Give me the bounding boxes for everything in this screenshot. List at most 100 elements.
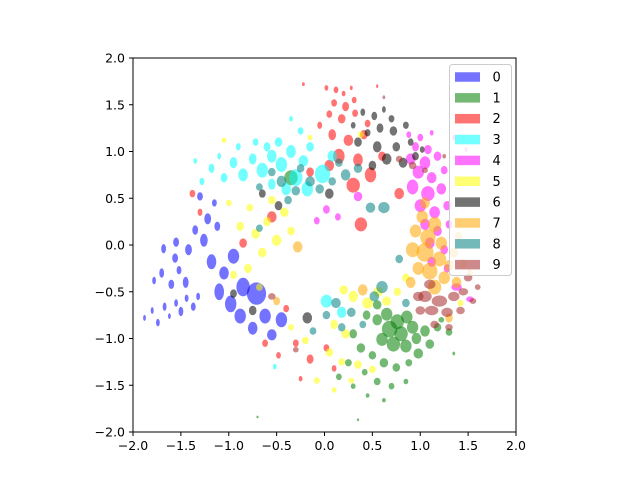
scatter-point (406, 179, 419, 195)
scatter-point (193, 158, 198, 164)
scatter-point (190, 302, 196, 311)
scatter-point (425, 305, 439, 316)
scatter-point (433, 151, 442, 161)
scatter-point (372, 314, 383, 326)
scatter-point (352, 109, 358, 117)
scatter-point (354, 360, 362, 369)
scatter-point (438, 317, 445, 323)
x-tick-label: 1.0 (410, 438, 430, 453)
scatter-point (349, 85, 353, 91)
scatter-point (469, 298, 477, 304)
scatter-point (212, 199, 217, 207)
scatter-point (302, 336, 309, 345)
x-tick-label: 0.5 (362, 438, 382, 453)
scatter-point (248, 153, 257, 165)
scatter-point (168, 313, 171, 319)
scatter-point (185, 244, 192, 256)
scatter-point (315, 184, 325, 194)
scatter-point (448, 291, 460, 302)
scatter-point (412, 165, 424, 179)
scatter-point (325, 348, 334, 357)
scatter-point (358, 284, 368, 296)
scatter-point (280, 207, 289, 217)
y-tick-label: −2.0 (95, 425, 125, 440)
scatter-point (413, 291, 424, 302)
scatter-point (306, 354, 314, 364)
scatter-point (235, 143, 241, 151)
legend-label: 4 (493, 154, 501, 169)
scatter-point (143, 314, 146, 321)
legend-swatch (455, 197, 480, 207)
scatter-point (236, 277, 250, 297)
scatter-point (176, 266, 182, 275)
scatter-point (302, 312, 313, 324)
scatter-point (402, 298, 410, 308)
series-1 (256, 170, 456, 422)
scatter-point (296, 164, 305, 173)
scatter-point (452, 351, 456, 356)
scatter-point (364, 167, 377, 183)
scatter-point (313, 217, 320, 225)
scatter-point (217, 152, 222, 160)
scatter-point (350, 122, 356, 129)
y-tick-label: 1.0 (105, 144, 125, 159)
scatter-point (322, 310, 331, 320)
scatter-point (271, 234, 282, 246)
scatter-point (376, 84, 379, 88)
scatter-point (388, 115, 395, 123)
legend-entry-2: 2 (455, 112, 501, 127)
scatter-point (306, 142, 314, 152)
scatter-points (143, 82, 481, 422)
y-tick-label: 1.5 (105, 97, 125, 112)
scatter-point (298, 155, 309, 167)
scatter-point (331, 297, 341, 309)
scatter-point (325, 188, 334, 199)
scatter-point (172, 253, 179, 263)
scatter-point (356, 418, 360, 422)
scatter-point (381, 320, 398, 338)
scatter-point (368, 351, 377, 360)
scatter-point (200, 233, 208, 247)
scatter-point (406, 131, 412, 138)
scatter-point (247, 321, 258, 335)
scatter-point (419, 156, 431, 170)
scatter-point (350, 383, 356, 390)
scatter-point (283, 304, 290, 313)
scatter-point (392, 142, 401, 152)
legend-entry-3: 3 (455, 133, 501, 148)
scatter-point (405, 242, 420, 258)
scatter-point (394, 188, 405, 200)
x-tick-label: −1.5 (166, 438, 196, 453)
scatter-point (220, 173, 228, 183)
scatter-point (335, 213, 341, 221)
scatter-point (291, 186, 301, 196)
scatter-point (474, 284, 481, 290)
scatter-point (379, 358, 389, 368)
legend-entry-6: 6 (455, 196, 501, 211)
scatter-point (248, 305, 257, 316)
scatter-point (338, 358, 346, 366)
legend-swatch (455, 259, 480, 270)
scatter-point (394, 326, 408, 342)
scatter-point (256, 224, 263, 232)
scatter-point (457, 299, 464, 307)
scatter-point (373, 377, 381, 386)
scatter-point (420, 325, 430, 337)
scatter-point (371, 111, 378, 121)
y-tick-label: 0.5 (105, 191, 125, 206)
legend-swatch (455, 72, 480, 82)
scatter-point (196, 292, 201, 301)
scatter-point (252, 138, 259, 146)
scatter-point (451, 276, 462, 288)
scatter-point (431, 295, 448, 307)
scatter-point (182, 276, 189, 288)
scatter-point (305, 176, 315, 187)
scatter-point (445, 324, 453, 331)
legend-entry-4: 4 (455, 154, 501, 169)
scatter-point (288, 324, 294, 331)
scatter-point (246, 203, 254, 212)
scatter-point (392, 363, 401, 372)
scatter-point (416, 243, 434, 262)
legend-label: 0 (493, 71, 501, 86)
scatter-point (275, 157, 288, 173)
